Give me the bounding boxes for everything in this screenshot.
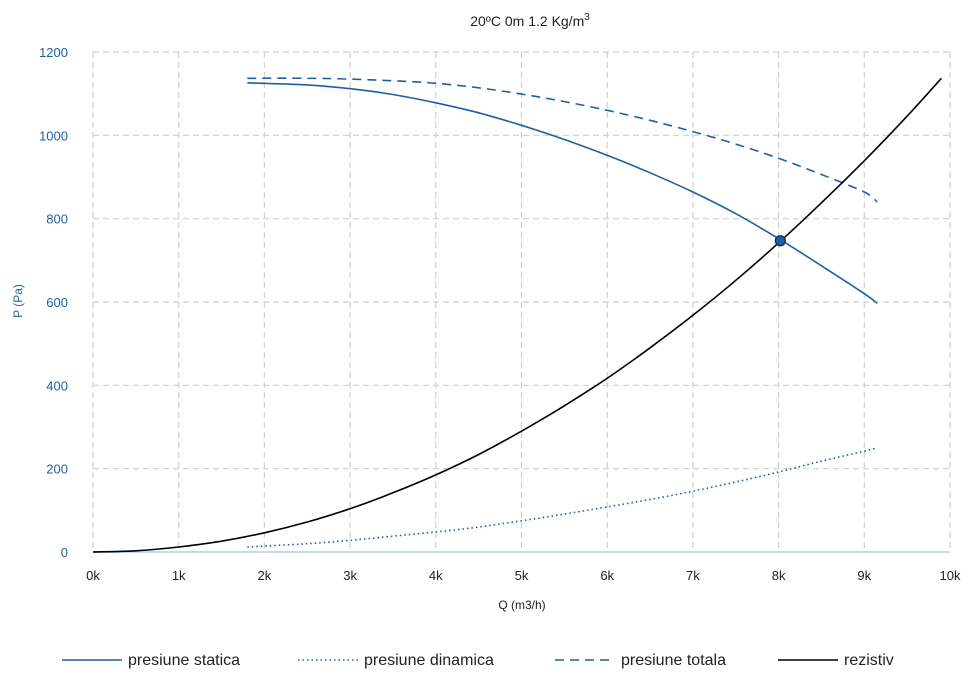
x-tick-label: 9k <box>857 568 871 583</box>
y-tick-label: 0 <box>61 545 68 560</box>
legend-label: presiune statica <box>128 652 240 669</box>
x-tick-label: 5k <box>515 568 529 583</box>
x-axis-label: Q (m3/h) <box>498 598 545 612</box>
y-axis-label: P (Pa) <box>11 284 25 318</box>
series-line-presiune-dinamica <box>247 447 878 548</box>
y-tick-label: 800 <box>46 212 68 227</box>
x-tick-label: 0k <box>86 568 100 583</box>
y-tick-label: 1000 <box>39 128 68 143</box>
y-tick-label: 200 <box>46 462 68 477</box>
series-line-presiune-statica <box>247 82 878 304</box>
grid <box>92 51 951 552</box>
x-tick-label: 6k <box>600 568 614 583</box>
x-tick-label: 3k <box>343 568 357 583</box>
series-line-rezistiv <box>92 77 942 553</box>
y-tick-label: 600 <box>46 295 68 310</box>
y-tick-label: 400 <box>46 378 68 393</box>
points-layer <box>774 235 786 247</box>
chart-title: 20ºC 0m 1.2 Kg/m3 <box>470 12 590 29</box>
series-layer <box>92 77 942 553</box>
x-tick-label: 1k <box>172 568 186 583</box>
axes: 0k 1k 2k 3k 4k 5k 6k 7k 8k 9k 10k 0 200 400 600 800 1000… <box>39 45 961 583</box>
y-tick-label: 1200 <box>39 45 68 60</box>
series-line-presiune-totala <box>247 77 878 203</box>
x-tick-label: 7k <box>686 568 700 583</box>
x-tick-label: 2k <box>258 568 272 583</box>
x-tick-label: 10k <box>940 568 961 583</box>
legend-label: rezistiv <box>844 652 894 669</box>
x-tick-label: 8k <box>772 568 786 583</box>
legend: presiune statica presiune dinamica presiun… <box>62 652 894 669</box>
x-tick-label: 4k <box>429 568 443 583</box>
legend-label: presiune totala <box>621 652 726 669</box>
chart-title-superscript: 3 <box>584 12 590 23</box>
operating-point <box>774 235 786 247</box>
legend-label: presiune dinamica <box>364 652 494 669</box>
